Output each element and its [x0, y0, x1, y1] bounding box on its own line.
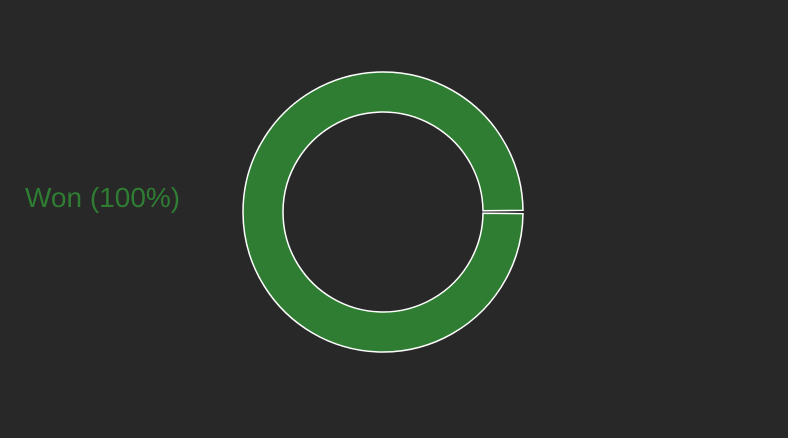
legend-label-won: Won (100%) [25, 182, 181, 213]
donut-slice-won [242, 71, 524, 353]
